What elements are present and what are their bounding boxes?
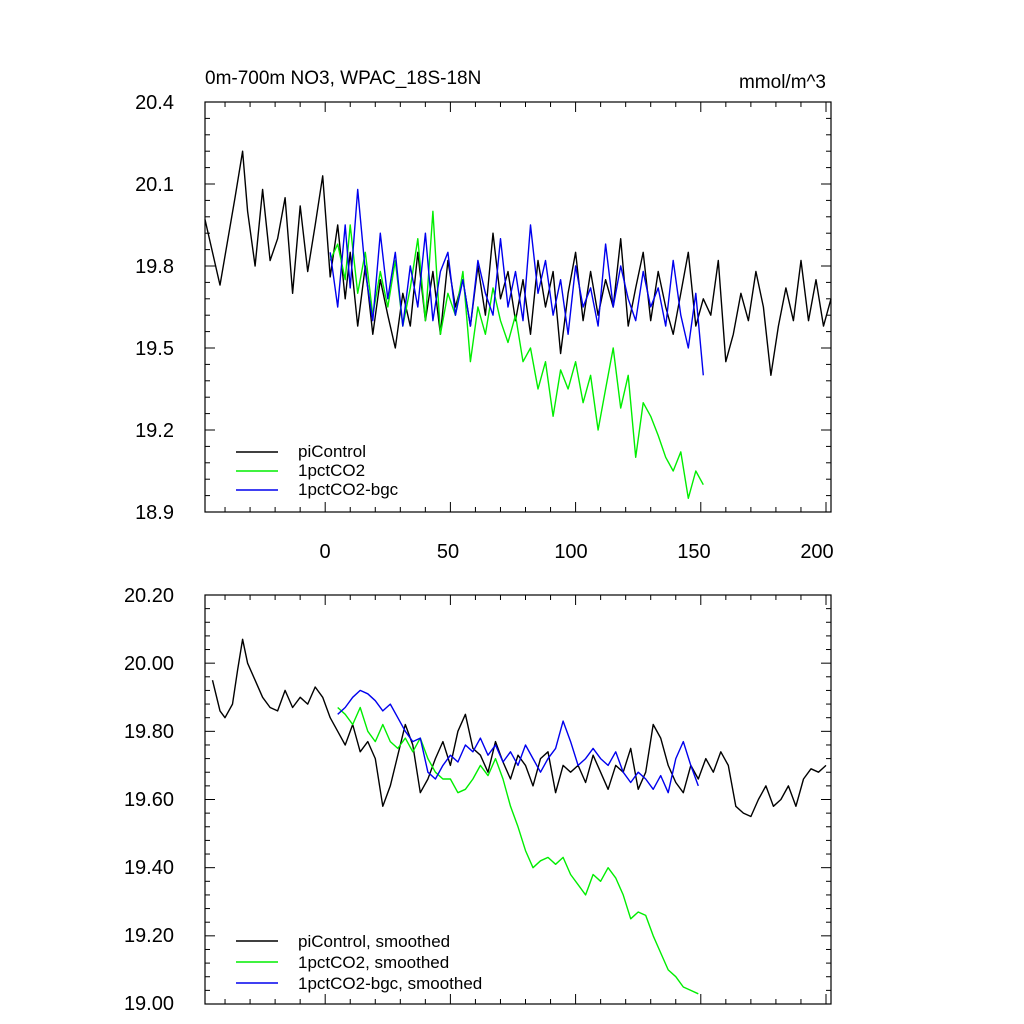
bottom-ytick-label: 19.60 bbox=[124, 789, 174, 811]
series-line-picontrol bbox=[204, 150, 832, 376]
top-series-group bbox=[204, 150, 832, 499]
legend-label-picontrol-smoothed: piControl, smoothed bbox=[298, 932, 450, 951]
series-line-1pctco2-smoothed bbox=[337, 706, 699, 995]
top-ytick-label: 18.9 bbox=[135, 502, 174, 524]
top-ytick-label: 20.4 bbox=[135, 92, 174, 114]
top-xtick-label: 150 bbox=[677, 541, 710, 563]
bottom-plot-frame bbox=[204, 594, 832, 1005]
bottom-ytick-label: 19.00 bbox=[124, 993, 174, 1015]
bottom-ytick-label: 19.80 bbox=[124, 721, 174, 743]
top-xtick-label: 200 bbox=[800, 541, 833, 563]
top-xtick-label: 100 bbox=[554, 541, 587, 563]
top-ytick-label: 19.8 bbox=[135, 256, 174, 278]
chart-title: 0m-700m NO3, WPAC_18S-18N bbox=[205, 68, 481, 89]
top-plot-frame bbox=[204, 101, 832, 513]
top-ytick-label: 19.2 bbox=[135, 420, 174, 442]
series-line-1pctco2-bgc-smoothed bbox=[337, 689, 699, 794]
series-line-picontrol-smoothed bbox=[211, 638, 827, 818]
series-line-1pctco2 bbox=[329, 210, 704, 499]
bottom-ytick-label: 20.00 bbox=[124, 653, 174, 675]
top-legend: piControl 1pctCO2 1pctCO2-bgc bbox=[236, 442, 399, 499]
top-xtick-label: 50 bbox=[437, 541, 459, 563]
top-ytick-label: 19.5 bbox=[135, 338, 174, 360]
series-line-1pctco2-bgc bbox=[329, 188, 704, 376]
legend-label-1pctco2-bgc-smoothed: 1pctCO2-bgc, smoothed bbox=[298, 974, 482, 993]
top-panel: 0m-700m NO3, WPAC_18S-18N mmol/m^3 20.4 … bbox=[135, 68, 834, 563]
bottom-ytick-label: 19.20 bbox=[124, 925, 174, 947]
top-xtick-label: 0 bbox=[319, 541, 330, 563]
legend-label-1pctco2-smoothed: 1pctCO2, smoothed bbox=[298, 953, 449, 972]
bottom-panel: 20.20 20.00 19.80 19.60 19.40 19.20 19.0… bbox=[124, 585, 832, 1015]
legend-label-1pctco2: 1pctCO2 bbox=[298, 461, 365, 480]
bottom-ytick-label: 19.40 bbox=[124, 857, 174, 879]
units-label: mmol/m^3 bbox=[739, 72, 826, 93]
bottom-legend: piControl, smoothed 1pctCO2, smoothed 1p… bbox=[236, 932, 482, 993]
legend-label-1pctco2-bgc: 1pctCO2-bgc bbox=[298, 480, 399, 499]
bottom-ytick-label: 20.20 bbox=[124, 585, 174, 607]
bottom-series-group bbox=[211, 638, 827, 995]
top-ytick-label: 20.1 bbox=[135, 174, 174, 196]
legend-label-picontrol: piControl bbox=[298, 442, 366, 461]
bottom-axis-ticks bbox=[205, 594, 831, 1005]
